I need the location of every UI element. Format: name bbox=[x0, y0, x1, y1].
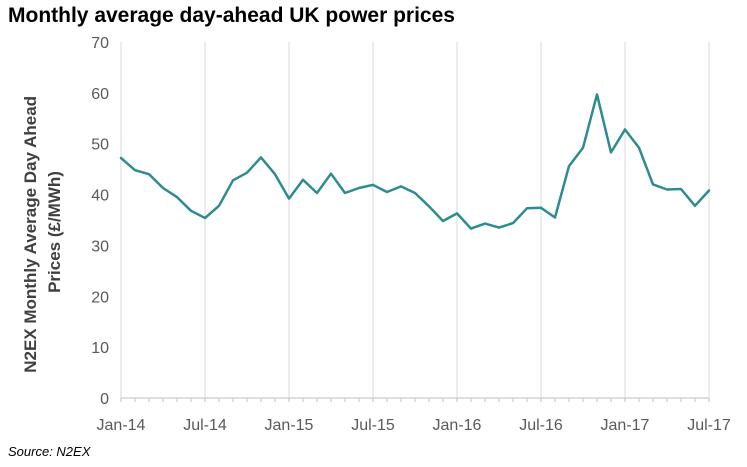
y-tick-label: 60 bbox=[91, 86, 109, 103]
x-tick-labels: Jan-14 Jul-14 Jan-15 Jul-15 Jan-16 Jul-16 Jan-… bbox=[97, 417, 731, 434]
y-tick-label: 20 bbox=[91, 289, 109, 306]
x-tick-label: Jul-17 bbox=[687, 417, 731, 434]
chart-title: Monthly average day-ahead UK power price… bbox=[8, 4, 455, 27]
x-tick-label: Jan-17 bbox=[601, 417, 650, 434]
series-layer bbox=[119, 93, 711, 230]
y-tick-label: 40 bbox=[91, 188, 109, 205]
x-tick-label: Jul-15 bbox=[351, 417, 395, 434]
y-axis-label: N2EX Monthly Average Day Ahead Prices (£… bbox=[21, 91, 64, 373]
x-tick-label: Jul-16 bbox=[519, 417, 563, 434]
y-tick-label: 0 bbox=[100, 391, 109, 408]
axes bbox=[120, 42, 710, 402]
x-tick-label: Jan-14 bbox=[97, 417, 146, 434]
y-axis-label-line-2: Prices (£/MWh) bbox=[45, 171, 64, 293]
gridlines bbox=[120, 42, 710, 398]
y-tick-label: 70 bbox=[91, 35, 109, 52]
series-line bbox=[119, 93, 711, 230]
y-tick-labels: 0 10 20 30 40 50 60 70 bbox=[91, 35, 109, 408]
y-axis-label-line-1: N2EX Monthly Average Day Ahead bbox=[21, 96, 40, 373]
x-tick-label: Jan-16 bbox=[433, 417, 482, 434]
y-tick-label: 30 bbox=[91, 238, 109, 255]
x-tick-label: Jul-14 bbox=[183, 417, 227, 434]
y-tick-label: 10 bbox=[91, 340, 109, 357]
source-note: Source: N2EX bbox=[8, 444, 91, 459]
y-tick-label: 50 bbox=[91, 137, 109, 154]
x-tick-label: Jan-15 bbox=[265, 417, 314, 434]
